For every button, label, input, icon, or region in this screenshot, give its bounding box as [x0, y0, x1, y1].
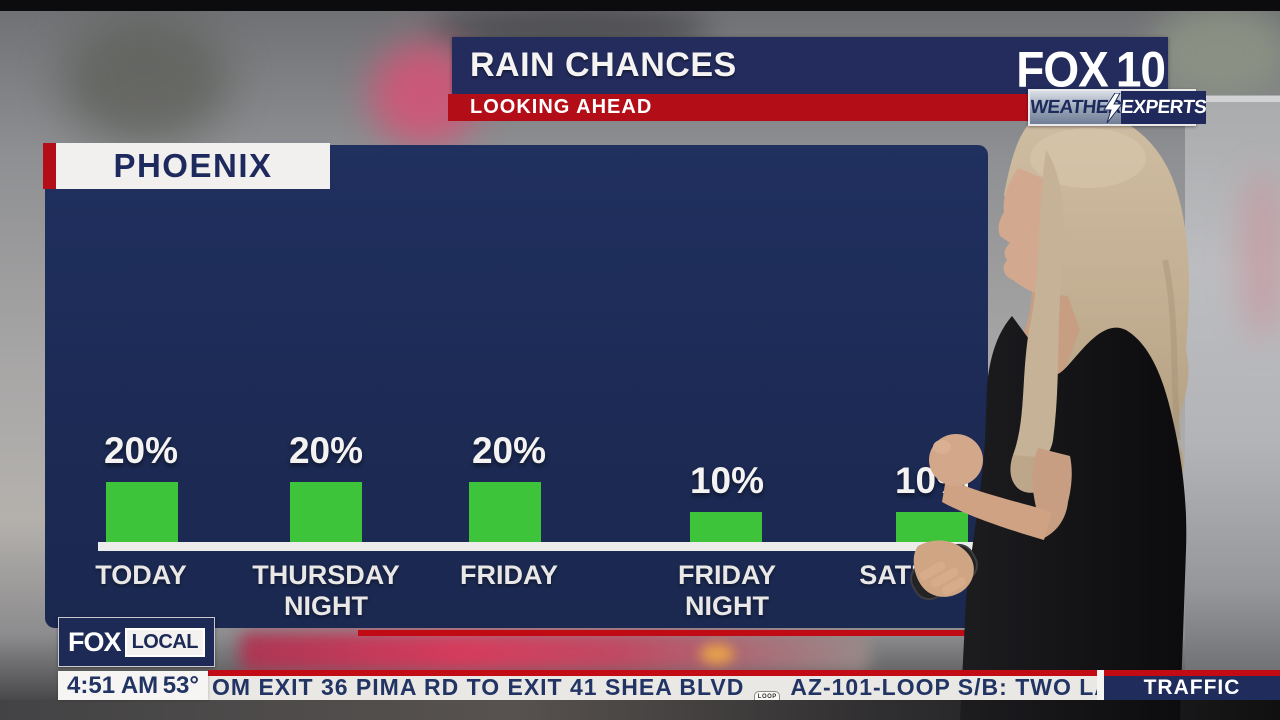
red-accent-strip [358, 630, 990, 636]
background-smudge [1150, 5, 1280, 100]
background-bottom-road [0, 700, 1280, 720]
badge-extension-line [1196, 96, 1280, 102]
ticker-separator [1097, 670, 1104, 700]
location-tag-accent [43, 143, 56, 189]
rain-bar-friday [469, 482, 541, 542]
fox-local-local: LOCAL [124, 627, 205, 657]
bar-value-label: 10% [894, 460, 970, 501]
weather-experts-badge: WEATHER EXPERTS [1028, 89, 1207, 126]
bar-value-label: 20% [471, 430, 547, 471]
ticker-category-tab: TRAFFIC [1104, 670, 1280, 700]
bar-category-label: SATURDAY [859, 560, 1005, 590]
route-101-shield-icon: LOOP101 [754, 690, 781, 700]
location-label: PHOENIX [113, 147, 273, 184]
rain-bar-today [106, 482, 178, 542]
background-headlight [700, 644, 734, 664]
axis-baseline [98, 542, 985, 551]
header-bar [452, 37, 1168, 94]
bar-value-label: 10% [689, 460, 765, 501]
background-smudge [60, 15, 230, 145]
station-logo: FOX 10 [1016, 41, 1166, 98]
badge-experts-cell: EXPERTS [1120, 91, 1207, 124]
bar-value-label: 20% [288, 430, 364, 471]
bar-category-label: TODAY [95, 560, 187, 590]
ticker-time: 4:51 AM [67, 671, 159, 699]
rain-chart-panel [45, 145, 988, 628]
background-taillight-glow [1238, 170, 1280, 340]
letterbox-strip [0, 0, 1280, 11]
location-tag: PHOENIX [56, 143, 330, 189]
bar-category-label: THURSDAY NIGHT [252, 560, 400, 621]
lightning-bolt-icon [1103, 93, 1124, 123]
rain-bar-saturday [896, 512, 968, 542]
bar-value-label: 20% [103, 430, 179, 471]
fox-local-badge: FOX LOCAL [58, 617, 215, 667]
bar-category-label: FRIDAY [459, 560, 559, 590]
traffic-ticker: OM EXIT 36 PIMA RD TO EXIT 41 SHEA BLVD L… [208, 670, 1097, 700]
traffic-label: TRAFFIC [1143, 676, 1241, 699]
header-subtitle-bar [448, 94, 1030, 121]
rain-bar-thursday-night [290, 482, 362, 542]
ticker-text: OM EXIT 36 PIMA RD TO EXIT 41 SHEA BLVD L… [208, 676, 1097, 700]
time-temperature-box: 4:51 AM 53° [58, 671, 208, 700]
page-title: RAIN CHANCES [470, 46, 737, 84]
bar-category-label: FRIDAY NIGHT [677, 560, 777, 621]
header-subtitle: LOOKING AHEAD [470, 96, 653, 118]
ticker-temperature: 53° [162, 671, 199, 699]
rain-bar-friday-night [690, 512, 762, 542]
fox-local-fox: FOX [68, 626, 122, 657]
background-taillight-band [240, 632, 870, 672]
